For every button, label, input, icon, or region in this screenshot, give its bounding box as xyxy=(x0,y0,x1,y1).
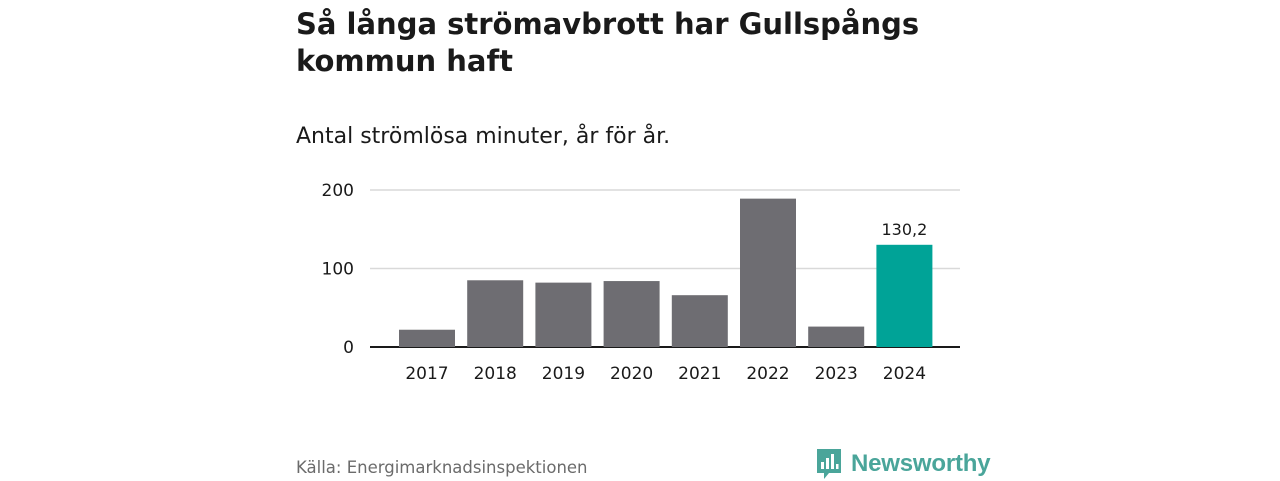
brand-name: Newsworthy xyxy=(851,450,991,477)
newsworthy-logo-icon xyxy=(817,449,841,479)
bar-2019[interactable] xyxy=(535,282,592,347)
chart-title: Så långa strömavbrott har Gullspångs kom… xyxy=(296,7,920,78)
chart-subtitle: Antal strömlösa minuter, år för år. xyxy=(296,124,671,149)
data-label-2024: 130,2 xyxy=(881,220,927,239)
y-tick-label-200: 200 xyxy=(322,181,354,201)
bar-2022[interactable] xyxy=(740,198,796,347)
bar-2021[interactable] xyxy=(671,295,728,347)
x-tick-label-2024: 2024 xyxy=(883,364,926,384)
bar-2023[interactable] xyxy=(808,326,865,347)
x-tick-label-2021: 2021 xyxy=(678,364,721,384)
x-tick-label-2023: 2023 xyxy=(815,364,858,384)
y-tick-label-100: 100 xyxy=(322,260,354,280)
bar-2020[interactable] xyxy=(603,281,660,347)
x-tick-label-2017: 2017 xyxy=(405,364,448,384)
bar-2024[interactable] xyxy=(876,244,933,347)
bar-2017[interactable] xyxy=(399,329,455,347)
bar-2018[interactable] xyxy=(467,280,524,347)
x-tick-label-2020: 2020 xyxy=(610,364,653,384)
x-tick-label-2022: 2022 xyxy=(746,364,789,384)
source-note: Källa: Energimarknadsinspektionen xyxy=(296,458,588,477)
y-tick-label-0: 0 xyxy=(343,338,354,358)
x-tick-label-2019: 2019 xyxy=(542,364,585,384)
newsworthy-logo[interactable]: Newsworthy xyxy=(815,447,991,481)
x-tick-label-2018: 2018 xyxy=(474,364,517,384)
bar-chart: 0 100 200 2017 2018 2019 2020 2021 2022 2023 2024 1… xyxy=(322,181,960,384)
